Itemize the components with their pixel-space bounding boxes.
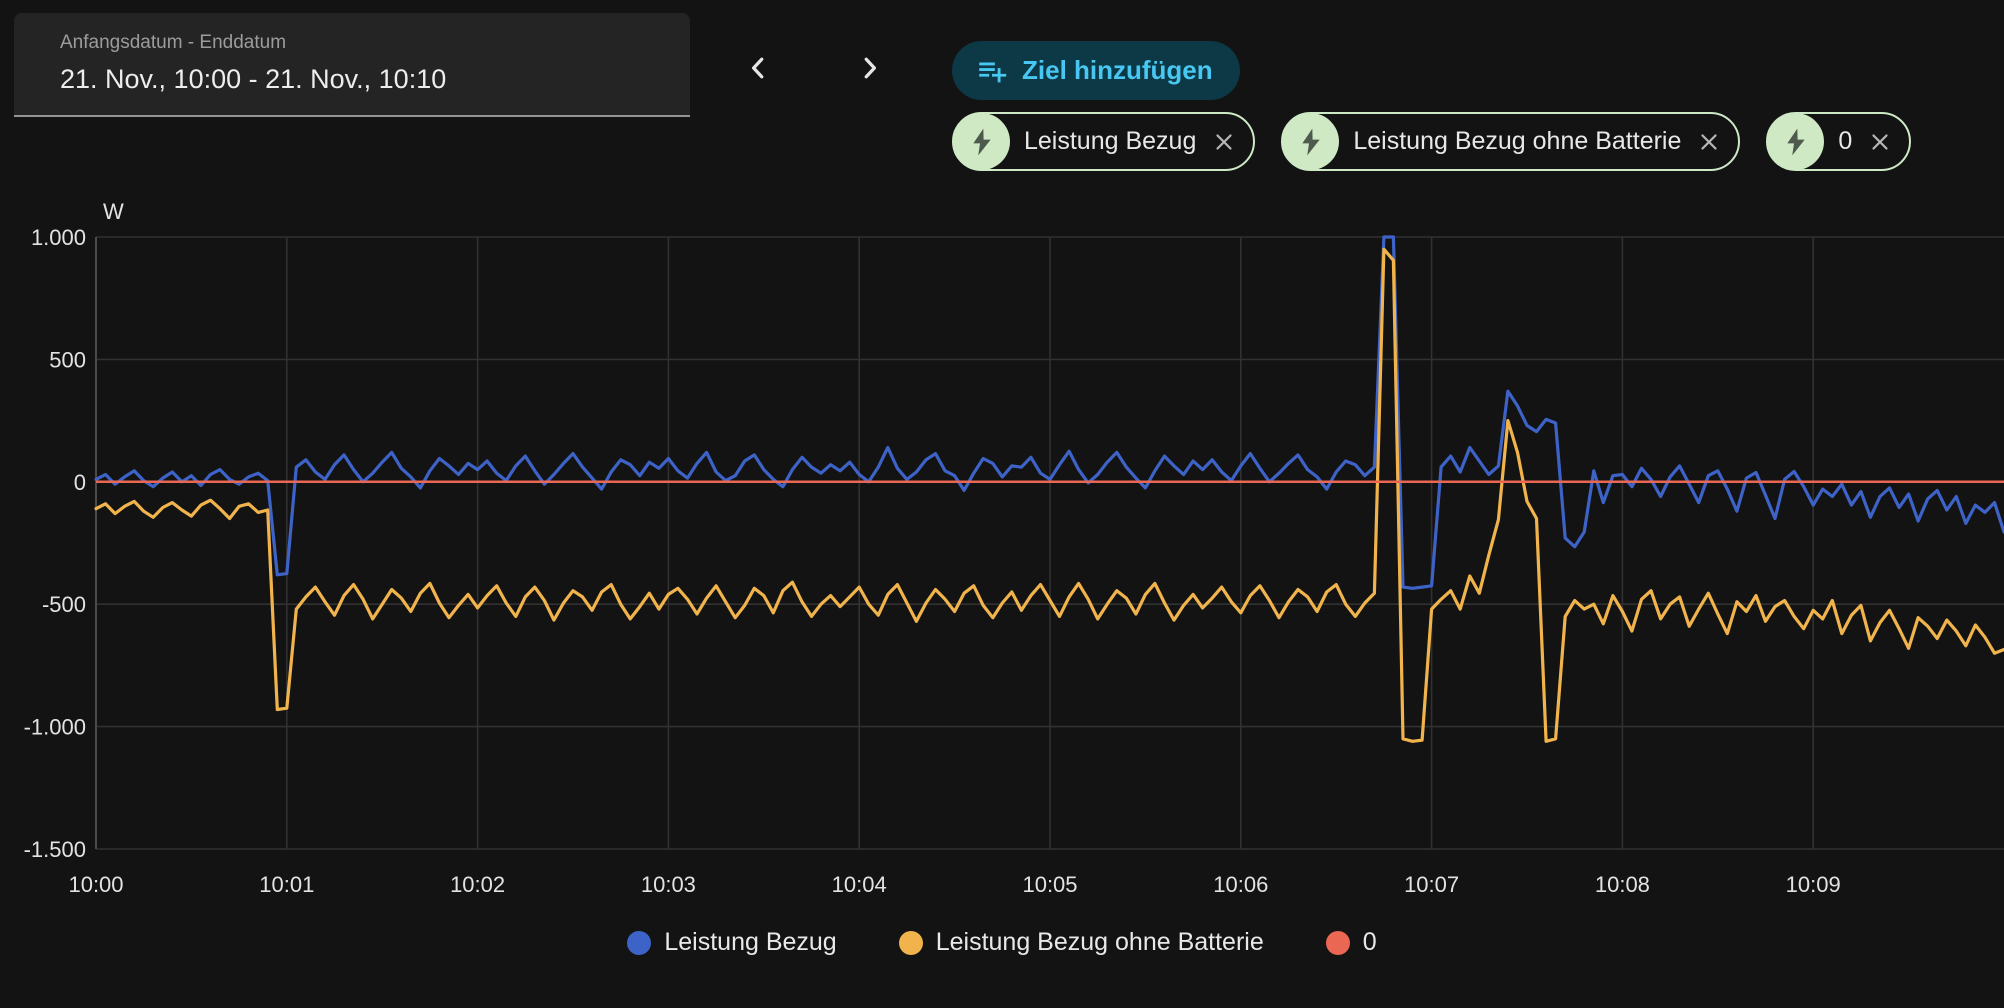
series-chip[interactable]: 0 (1766, 112, 1912, 171)
chip-label: Leistung Bezug ohne Batterie (1353, 127, 1682, 155)
chevron-right-icon (864, 57, 876, 79)
playlist-add-icon (979, 62, 1007, 82)
chart-legend: Leistung Bezug Leistung Bezug ohne Batter… (0, 928, 2004, 957)
series-line-1 (94, 247, 2004, 743)
y-tick-label: -500 (42, 592, 86, 617)
bolt-icon (1302, 128, 1320, 155)
chip-avatar (1767, 113, 1825, 170)
x-tick-label: 10:03 (641, 872, 696, 897)
add-goal-label: Ziel hinzufügen (1022, 55, 1213, 85)
x-tick-label: 10:01 (259, 872, 314, 897)
chip-label: 0 (1838, 127, 1853, 155)
legend-label: Leistung Bezug ohne Batterie (935, 928, 1264, 956)
y-tick-label: 500 (49, 347, 86, 372)
add-goal-button[interactable]: Ziel hinzufügen (952, 41, 1240, 100)
legend-dot (898, 930, 923, 955)
bolt-icon (1787, 128, 1805, 155)
chip-close-icon[interactable] (1211, 129, 1237, 155)
legend-item[interactable]: 0 (1325, 928, 1377, 957)
chip-avatar (1282, 113, 1340, 170)
chip-close-icon[interactable] (1867, 129, 1893, 155)
series-chip[interactable]: Leistung Bezug (952, 112, 1256, 171)
date-range-value: 21. Nov., 10:00 - 21. Nov., 10:10 (60, 63, 447, 94)
chevron-left-icon (752, 57, 764, 79)
x-tick-label: 10:06 (1213, 872, 1268, 897)
chip-close-icon[interactable] (1696, 129, 1722, 155)
legend-item[interactable]: Leistung Bezug ohne Batterie (898, 928, 1264, 957)
y-tick-label: -1.000 (24, 715, 86, 740)
y-axis-unit-label: W (103, 199, 124, 224)
bolt-icon (972, 128, 991, 155)
x-tick-label: 10:02 (450, 872, 505, 897)
chip-label: Leistung Bezug (1024, 127, 1197, 155)
previous-period-button[interactable] (734, 44, 782, 92)
x-tick-label: 10:09 (1786, 872, 1841, 897)
legend-dot (627, 930, 652, 955)
x-tick-label: 10:00 (68, 872, 123, 897)
legend-item[interactable]: Leistung Bezug (627, 928, 837, 957)
date-range-field[interactable]: Anfangsdatum - Enddatum 21. Nov., 10:00 … (14, 13, 690, 117)
x-tick-label: 10:08 (1595, 872, 1650, 897)
y-tick-label: 0 (74, 470, 86, 495)
series-chips-row: Leistung Bezug Leistung Bezug ohne Batte… (952, 112, 1912, 171)
y-tick-label: -1.500 (24, 837, 86, 862)
chip-avatar (953, 113, 1010, 170)
x-tick-label: 10:07 (1404, 872, 1459, 897)
date-range-label: Anfangsdatum - Enddatum (60, 32, 287, 53)
x-tick-label: 10:04 (832, 872, 887, 897)
x-tick-label: 10:05 (1022, 872, 1077, 897)
y-tick-label: 1.000 (31, 225, 86, 250)
series-chip[interactable]: Leistung Bezug ohne Batterie (1281, 112, 1741, 171)
legend-dot (1325, 930, 1350, 955)
legend-label: 0 (1362, 928, 1377, 956)
next-period-button[interactable] (846, 44, 894, 92)
legend-label: Leistung Bezug (664, 928, 837, 956)
